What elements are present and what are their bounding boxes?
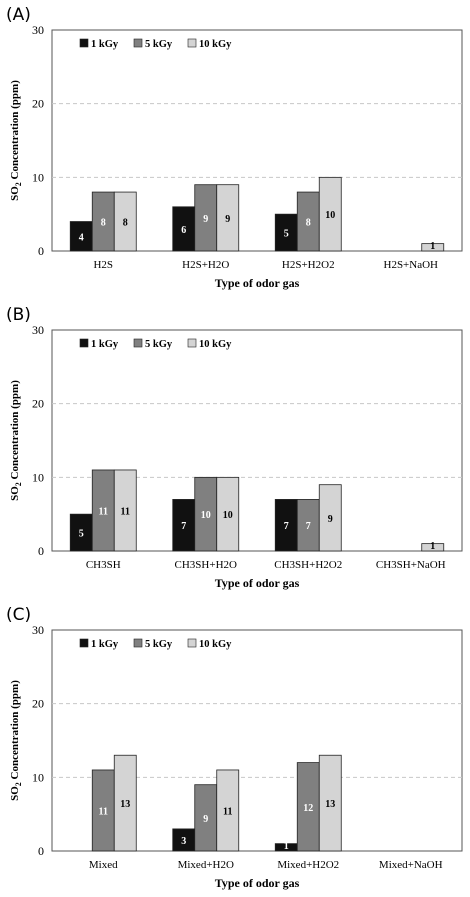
x-axis-title: Type of odor gas xyxy=(215,876,300,890)
legend-label: 10 kGy xyxy=(199,339,232,350)
bar-data-label: 11 xyxy=(99,506,108,517)
bar-data-label: 7 xyxy=(181,521,186,532)
bar-data-label: 1 xyxy=(430,241,435,252)
bar-data-label: 10 xyxy=(201,510,211,521)
legend: 1 kGy 5 kGy 10 kGy xyxy=(79,338,232,350)
bar-data-label: 13 xyxy=(120,799,130,810)
bar-data-label: 6 xyxy=(181,225,186,236)
bar-data-label: 8 xyxy=(123,218,128,229)
chart-panel-b: (B) 0 10 20 30 SO2 Concentration (ppm) 5 11 11 CH… xyxy=(0,300,470,600)
bar-data-label: 1 xyxy=(284,841,289,852)
legend-swatch xyxy=(133,338,143,348)
bar-data-label: 5 xyxy=(284,229,289,240)
y-tick-label: 0 xyxy=(38,244,44,258)
bar-data-label: 7 xyxy=(284,521,289,532)
legend-swatch xyxy=(187,338,197,348)
legend-label: 1 kGy xyxy=(91,339,119,350)
bar xyxy=(216,476,240,552)
bar xyxy=(421,543,445,552)
legend-swatch xyxy=(133,638,143,648)
chart-panel-c: (C) 0 10 20 30 SO2 Concentration (ppm) 11 13 Mix… xyxy=(0,600,470,892)
bar xyxy=(318,176,342,252)
bar xyxy=(113,191,137,252)
x-tick-label: Mixed+H2O xyxy=(178,859,234,871)
bar xyxy=(318,754,342,852)
legend-swatch xyxy=(79,338,89,348)
bar-data-label: 11 xyxy=(121,506,130,517)
x-axis-title: Type of odor gas xyxy=(215,576,300,590)
bar-data-label: 9 xyxy=(203,214,208,225)
legend-label: 5 kGy xyxy=(145,639,173,650)
y-tick-label: 10 xyxy=(32,770,44,784)
legend-label: 5 kGy xyxy=(145,339,173,350)
x-tick-label: H2S xyxy=(93,259,113,271)
bar-data-label: 11 xyxy=(223,806,232,817)
legend: 1 kGy 5 kGy 10 kGy xyxy=(79,38,232,50)
bar-data-label: 5 xyxy=(79,529,84,540)
legend-label: 1 kGy xyxy=(91,639,119,650)
bar-data-label: 9 xyxy=(225,214,230,225)
y-tick-label: 0 xyxy=(38,544,44,558)
bar-data-label: 8 xyxy=(101,218,106,229)
y-tick-label: 20 xyxy=(32,397,44,411)
x-tick-label: Mixed xyxy=(89,859,118,871)
panel-label: (B) xyxy=(6,305,31,325)
y-axis-title: SO2 Concentration (ppm) xyxy=(9,80,23,201)
legend-swatch xyxy=(79,638,89,648)
chart-panel-a: (A) 0 10 20 30 SO2 Concentration (ppm) 4 8 8 H2S 6… xyxy=(0,0,470,300)
bar xyxy=(216,769,240,852)
y-tick-label: 30 xyxy=(32,23,44,37)
chart-b-svg: (B) 0 10 20 30 SO2 Concentration (ppm) 5 11 11 CH… xyxy=(6,305,463,590)
bar-data-label: 10 xyxy=(223,510,233,521)
y-tick-label: 20 xyxy=(32,697,44,711)
bar xyxy=(421,243,445,252)
x-tick-label: Mixed+NaOH xyxy=(379,859,443,871)
bar-data-label: 13 xyxy=(325,799,335,810)
legend-label: 1 kGy xyxy=(91,39,119,50)
chart-a-svg: (A) 0 10 20 30 SO2 Concentration (ppm) 4 8 8 H2S 6… xyxy=(6,5,463,290)
legend-swatch xyxy=(187,38,197,48)
bar xyxy=(318,484,342,552)
y-tick-label: 10 xyxy=(32,470,44,484)
bar-data-label: 3 xyxy=(181,836,186,847)
bar-data-label: 7 xyxy=(306,521,311,532)
legend-swatch xyxy=(133,38,143,48)
bar-data-label: 11 xyxy=(99,806,108,817)
x-tick-label: H2S+NaOH xyxy=(384,259,439,271)
bar-data-label: 4 xyxy=(79,232,84,243)
bar-data-label: 9 xyxy=(203,814,208,825)
y-tick-label: 0 xyxy=(38,844,44,858)
y-tick-label: 30 xyxy=(32,623,44,637)
x-tick-label: Mixed+H2O2 xyxy=(277,859,339,871)
x-axis-title: Type of odor gas xyxy=(215,276,300,290)
x-tick-label: CH3SH xyxy=(86,559,121,571)
legend-label: 10 kGy xyxy=(199,39,232,50)
y-tick-label: 20 xyxy=(32,97,44,111)
bar-data-label: 1 xyxy=(430,541,435,552)
x-tick-label: CH3SH+H2O xyxy=(175,559,237,571)
legend-label: 5 kGy xyxy=(145,39,173,50)
legend-label: 10 kGy xyxy=(199,639,232,650)
bar xyxy=(113,469,137,552)
legend-swatch xyxy=(187,638,197,648)
panel-label: (A) xyxy=(6,5,31,25)
bar-data-label: 10 xyxy=(325,210,335,221)
bar xyxy=(113,754,137,852)
y-axis-title: SO2 Concentration (ppm) xyxy=(9,380,23,501)
x-tick-label: H2S+H2O xyxy=(182,259,229,271)
y-axis-title: SO2 Concentration (ppm) xyxy=(9,680,23,801)
y-tick-label: 10 xyxy=(32,170,44,184)
bar xyxy=(216,184,240,252)
x-tick-label: H2S+H2O2 xyxy=(282,259,335,271)
x-tick-label: CH3SH+NaOH xyxy=(376,559,446,571)
x-tick-label: CH3SH+H2O2 xyxy=(274,559,342,571)
bar-data-label: 12 xyxy=(303,803,313,814)
bar-data-label: 9 xyxy=(328,514,333,525)
panel-label: (C) xyxy=(6,605,31,625)
legend-swatch xyxy=(79,38,89,48)
y-tick-label: 30 xyxy=(32,323,44,337)
bar-data-label: 8 xyxy=(306,218,311,229)
legend: 1 kGy 5 kGy 10 kGy xyxy=(79,638,232,650)
